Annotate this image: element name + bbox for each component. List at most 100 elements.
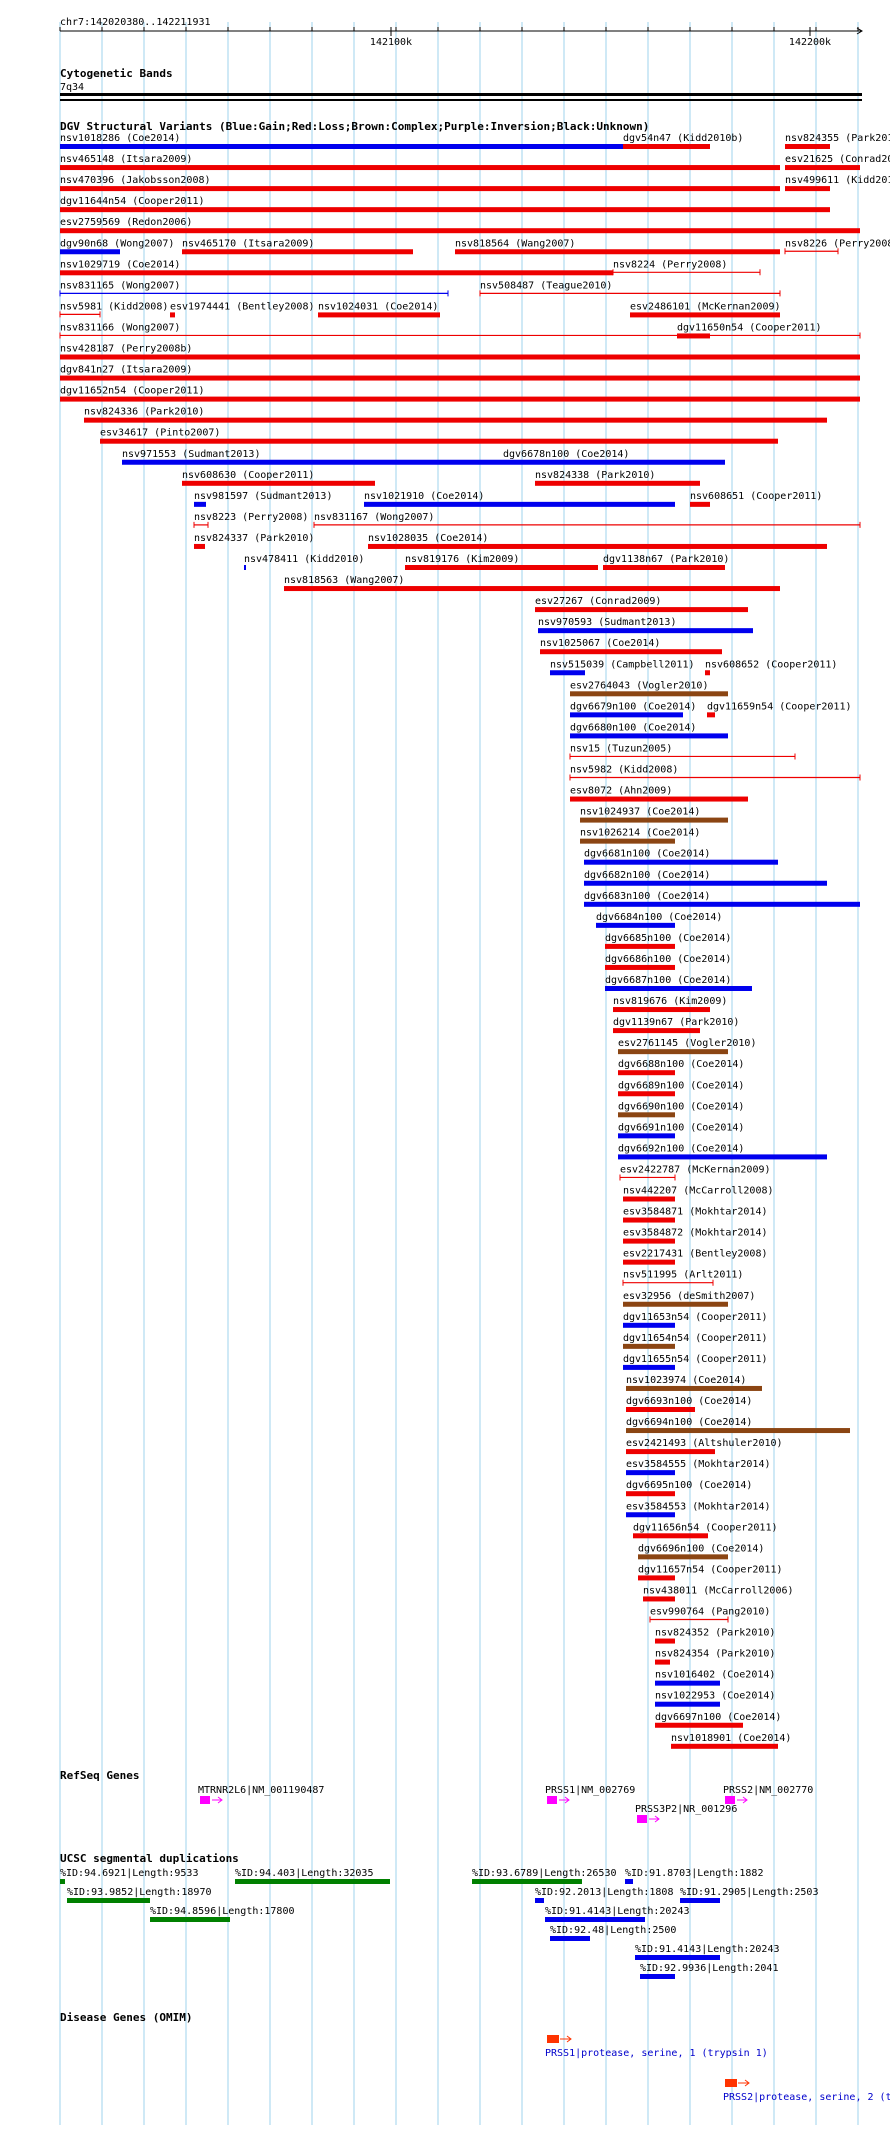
- dgv-variant[interactable]: esv34617 (Pinto2007): [100, 428, 778, 444]
- dgv-variant[interactable]: nsv511995 (Arlt2011): [622, 1270, 743, 1286]
- dgv-variant[interactable]: dgv6681n100 (Coe2014): [584, 849, 778, 865]
- dgv-variant[interactable]: nsv1028035 (Coe2014): [368, 533, 827, 549]
- dgv-variant[interactable]: dgv54n47 (Kidd2010b): [623, 133, 743, 149]
- segdup-feature[interactable]: %ID:94.403|Length:32035: [235, 1868, 390, 1884]
- dgv-variant[interactable]: nsv8224 (Perry2008): [612, 259, 761, 276]
- dgv-variant[interactable]: nsv1024031 (Coe2014): [318, 301, 440, 318]
- dgv-variant[interactable]: dgv6679n100 (Coe2014): [570, 701, 696, 718]
- dgv-variant[interactable]: nsv981597 (Sudmant2013): [194, 491, 332, 507]
- segdup-feature[interactable]: %ID:93.9852|Length:18970: [67, 1887, 212, 1903]
- dgv-variant[interactable]: nsv1023974 (Coe2014): [626, 1375, 762, 1391]
- segdup-feature[interactable]: %ID:91.4143|Length:20243: [635, 1944, 780, 1960]
- dgv-variant[interactable]: dgv11655n54 (Cooper2011): [623, 1354, 768, 1370]
- dgv-variant[interactable]: dgv6680n100 (Coe2014): [570, 722, 728, 739]
- dgv-variant[interactable]: nsv470396 (Jakobsson2008): [60, 175, 780, 192]
- dgv-variant[interactable]: dgv11657n54 (Cooper2011): [638, 1564, 783, 1581]
- dgv-variant[interactable]: dgv11656n54 (Cooper2011): [633, 1522, 778, 1539]
- dgv-variant[interactable]: dgv6684n100 (Coe2014): [596, 912, 722, 928]
- dgv-variant[interactable]: esv27267 (Conrad2009): [535, 596, 748, 613]
- dgv-variant[interactable]: nsv608630 (Cooper2011): [182, 470, 375, 486]
- dgv-variant[interactable]: nsv1026214 (Coe2014): [580, 828, 700, 844]
- dgv-variant[interactable]: dgv11654n54 (Cooper2011): [623, 1333, 768, 1349]
- dgv-variant[interactable]: nsv1018286 (Coe2014): [60, 133, 623, 149]
- dgv-variant[interactable]: dgv6694n100 (Coe2014): [626, 1417, 850, 1434]
- dgv-variant[interactable]: esv8072 (Ahn2009): [570, 786, 748, 802]
- dgv-variant[interactable]: esv1974441 (Bentley2008): [170, 301, 315, 318]
- dgv-variant[interactable]: dgv6687n100 (Coe2014): [605, 975, 752, 991]
- dgv-variant[interactable]: nsv1021910 (Coe2014): [364, 491, 675, 507]
- refseq-gene[interactable]: PRSS3P2|NR_001296: [635, 1804, 737, 1823]
- dgv-variant[interactable]: nsv508487 (Teague2010): [479, 280, 781, 297]
- dgv-variant[interactable]: nsv1018901 (Coe2014): [671, 1733, 791, 1749]
- dgv-variant[interactable]: dgv6690n100 (Coe2014): [618, 1101, 744, 1118]
- dgv-variant[interactable]: dgv6696n100 (Coe2014): [638, 1543, 764, 1560]
- dgv-variant[interactable]: esv2761145 (Vogler2010): [618, 1038, 756, 1055]
- dgv-variant[interactable]: esv2486101 (McKernan2009): [630, 301, 781, 318]
- omim-gene[interactable]: PRSS2|protease, serine, 2 (trypsin 2): [723, 2079, 890, 2103]
- dgv-variant[interactable]: dgv6691n100 (Coe2014): [618, 1122, 744, 1139]
- dgv-variant[interactable]: nsv1024937 (Coe2014): [580, 807, 728, 823]
- dgv-variant[interactable]: nsv1029719 (Coe2014): [60, 259, 613, 276]
- dgv-variant[interactable]: nsv824354 (Park2010): [655, 1649, 775, 1665]
- segdup-feature[interactable]: %ID:91.8703|Length:1882: [625, 1868, 763, 1884]
- dgv-variant[interactable]: nsv831167 (Wong2007): [313, 512, 861, 528]
- dgv-variant[interactable]: nsv970593 (Sudmant2013): [538, 617, 753, 634]
- segdup-feature[interactable]: %ID:92.48|Length:2500: [550, 1925, 676, 1941]
- dgv-variant[interactable]: esv3584555 (Mokhtar2014): [626, 1459, 771, 1476]
- segdup-feature[interactable]: %ID:93.6789|Length:26530: [472, 1868, 617, 1884]
- segdup-feature[interactable]: %ID:91.2905|Length:2503: [680, 1887, 818, 1903]
- cyto-band[interactable]: [60, 93, 862, 96]
- dgv-variant[interactable]: esv2759569 (Redon2006): [60, 217, 860, 234]
- dgv-variant[interactable]: dgv6685n100 (Coe2014): [605, 933, 731, 949]
- segdup-feature[interactable]: %ID:92.2013|Length:1808: [535, 1887, 673, 1903]
- dgv-variant[interactable]: dgv841n27 (Itsara2009): [60, 365, 860, 381]
- dgv-variant[interactable]: esv32956 (deSmith2007): [623, 1291, 755, 1307]
- dgv-variant[interactable]: nsv818563 (Wang2007): [284, 575, 780, 592]
- dgv-variant[interactable]: nsv465170 (Itsara2009): [182, 238, 413, 255]
- dgv-variant[interactable]: nsv831165 (Wong2007): [59, 280, 449, 297]
- dgv-variant[interactable]: nsv1022953 (Coe2014): [655, 1691, 775, 1707]
- dgv-variant[interactable]: nsv819176 (Kim2009): [405, 554, 598, 570]
- segdup-feature[interactable]: %ID:94.6921|Length:9533: [60, 1868, 198, 1884]
- dgv-variant[interactable]: dgv11650n54 (Cooper2011): [677, 322, 822, 339]
- dgv-variant[interactable]: esv2217431 (Bentley2008): [623, 1249, 768, 1265]
- dgv-variant[interactable]: nsv5982 (Kidd2008): [569, 765, 861, 781]
- dgv-variant[interactable]: dgv11644n54 (Cooper2011): [60, 196, 830, 213]
- dgv-variant[interactable]: nsv831166 (Wong2007): [59, 322, 861, 339]
- dgv-variant[interactable]: dgv6697n100 (Coe2014): [655, 1712, 781, 1728]
- dgv-variant[interactable]: dgv11652n54 (Cooper2011): [60, 386, 860, 402]
- dgv-variant[interactable]: nsv8223 (Perry2008): [193, 512, 308, 528]
- dgv-variant[interactable]: nsv824355 (Park2010): [785, 133, 890, 149]
- dgv-variant[interactable]: dgv11653n54 (Cooper2011): [623, 1312, 768, 1328]
- dgv-variant[interactable]: nsv442207 (McCarroll2008): [623, 1186, 774, 1202]
- dgv-variant[interactable]: nsv1025067 (Coe2014): [540, 638, 722, 655]
- dgv-variant[interactable]: nsv5981 (Kidd2008): [59, 301, 168, 318]
- dgv-variant[interactable]: nsv499611 (Kidd2010): [785, 175, 890, 192]
- dgv-variant[interactable]: nsv824352 (Park2010): [655, 1628, 775, 1644]
- dgv-variant[interactable]: esv3584871 (Mokhtar2014): [623, 1207, 768, 1223]
- refseq-gene[interactable]: PRSS1|NM_002769: [545, 1785, 635, 1804]
- dgv-variant[interactable]: dgv11659n54 (Cooper2011): [707, 701, 852, 718]
- dgv-variant[interactable]: nsv8226 (Perry2008): [784, 238, 890, 255]
- dgv-variant[interactable]: nsv428187 (Perry2008b): [60, 344, 860, 360]
- dgv-variant[interactable]: nsv819676 (Kim2009): [613, 996, 727, 1013]
- dgv-variant[interactable]: nsv438011 (McCarroll2006): [643, 1585, 794, 1602]
- dgv-variant[interactable]: nsv478411 (Kidd2010): [244, 554, 364, 570]
- dgv-variant[interactable]: dgv6688n100 (Coe2014): [618, 1059, 744, 1076]
- dgv-variant[interactable]: dgv6693n100 (Coe2014): [626, 1396, 752, 1412]
- dgv-variant[interactable]: dgv6682n100 (Coe2014): [584, 870, 827, 886]
- dgv-variant[interactable]: nsv608651 (Cooper2011): [690, 491, 822, 507]
- dgv-variant[interactable]: dgv6678n100 (Coe2014): [503, 449, 725, 465]
- dgv-variant[interactable]: nsv15 (Tuzun2005): [569, 743, 796, 760]
- segdup-feature[interactable]: %ID:91.4143|Length:20243: [545, 1906, 690, 1922]
- dgv-variant[interactable]: esv2422787 (McKernan2009): [619, 1164, 771, 1181]
- dgv-variant[interactable]: dgv90n68 (Wong2007): [60, 238, 174, 255]
- dgv-variant[interactable]: esv2421493 (Altshuler2010): [626, 1438, 783, 1455]
- dgv-variant[interactable]: nsv824336 (Park2010): [84, 407, 827, 423]
- dgv-variant[interactable]: nsv824337 (Park2010): [194, 533, 314, 549]
- dgv-variant[interactable]: esv990764 (Pang2010): [649, 1607, 770, 1623]
- dgv-variant[interactable]: dgv6683n100 (Coe2014): [584, 891, 860, 907]
- dgv-variant[interactable]: dgv1138n67 (Park2010): [603, 554, 729, 570]
- dgv-variant[interactable]: esv3584553 (Mokhtar2014): [626, 1501, 771, 1518]
- dgv-variant[interactable]: nsv465148 (Itsara2009): [60, 154, 780, 171]
